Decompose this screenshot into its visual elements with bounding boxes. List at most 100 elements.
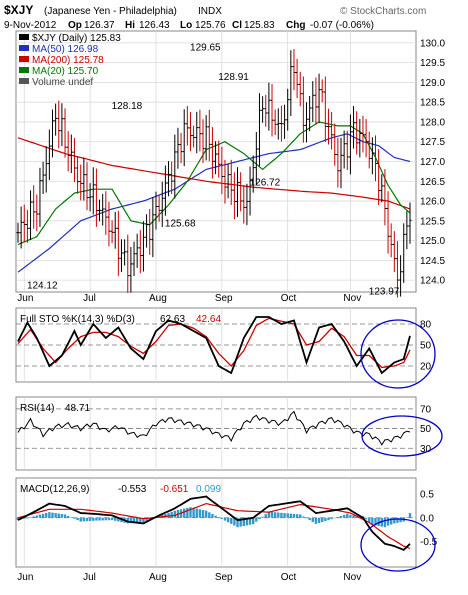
macd-histogram-bar [374,517,377,526]
macd-histogram-bar [264,514,267,518]
sto-k-line [17,316,411,375]
macd-histogram-bar [252,517,255,525]
macd-histogram-bar [51,512,54,518]
macd-histogram-bar [189,507,192,518]
macd-histogram-bar [198,509,202,518]
price-tick-label: 126.5 [420,177,445,188]
legend-price: $XJY (Daily) 125.83 [32,33,121,44]
high-label: Hi [125,20,135,31]
macd-histogram-bar [63,514,67,518]
macd-histogram-bar [214,515,217,518]
x-month-label: Jun [17,572,33,583]
macd-histogram-bar [76,517,79,521]
macd-histogram-bar [242,517,245,526]
exchange: INDX [198,6,222,17]
macd-histogram-bar [32,516,35,518]
open-label: Op [68,20,82,31]
macd-histogram-bar [267,511,271,518]
price-tick-label: 125.5 [420,216,445,227]
macd-histogram-bar [393,517,396,524]
legend-swatch-price [19,34,29,40]
sto-d-line [17,317,411,369]
macd-histogram-bar [186,507,189,518]
macd-histogram-bar [289,513,293,518]
macd-histogram-bar [48,512,51,518]
macd-histogram-bar [317,517,321,523]
x-month-label: Aug [149,572,167,583]
macd-tick-label: 0.0 [420,513,434,524]
x-month-label-price: Sep [215,293,233,304]
macd-histogram-bar [280,512,283,518]
macd-histogram-bar [114,517,117,521]
legend-ma50: MA(50) 126.98 [32,44,99,55]
rsi-tick-label: 30 [420,444,432,455]
price-tick-label: 130.0 [420,38,445,49]
legend-swatch-volume [19,78,29,84]
rsi-title: RSI(14) [20,403,54,414]
x-month-label-price: Oct [281,293,297,304]
x-month-label: Oct [281,572,297,583]
macd-histogram-bar [66,515,70,518]
macd-histogram-bar [295,514,299,518]
price-annotation: 128.91 [218,72,249,83]
legend-ma20: MA(20) 125.70 [32,66,99,77]
close-value: 125.83 [244,20,275,31]
macd-histogram-bar [349,514,352,518]
price-tick-label: 124.0 [420,276,445,287]
macd-histogram-bar [23,517,26,519]
macd-histogram-bar [82,517,86,522]
macd-histogram-bar [41,513,45,518]
macd-histogram-bar [220,517,224,519]
macd-histogram-bar [405,517,409,518]
macd-histogram-bar [85,517,89,522]
price-tick-label: 126.0 [420,197,445,208]
annotation-circle-rsi [361,415,443,457]
macd-histogram-bar [142,517,145,523]
price-tick-label: 129.5 [420,58,445,69]
macd-histogram-bar [377,517,380,527]
x-month-label-price: Jul [83,293,96,304]
macd-histogram-bar [88,517,92,521]
macd-histogram-bar [408,513,412,518]
macd-histogram-bar [292,513,296,518]
macd-histogram-bar [308,517,311,521]
macd-histogram-bar [173,510,176,518]
macd-histogram-bar [320,517,324,523]
macd-histogram-bar [346,513,349,518]
macd-histogram-bar [79,517,82,522]
x-month-label: Nov [343,572,361,583]
x-month-label-price: Nov [343,293,361,304]
macd-histogram-bar [283,513,286,518]
rsi-tick-label: 50 [420,424,432,435]
macd-histogram-bar [383,517,387,528]
macd-histogram-bar [54,513,57,518]
macd-tick-label: -0.5 [420,537,438,548]
sto-title: Full STO %K(14,3) %D(3) [20,314,135,325]
quote-date: 9-Nov-2012 [4,20,57,31]
macd-histogram-value: 0.099 [196,484,221,495]
macd-histogram-bar [38,514,42,518]
sto-tick-label: 80 [420,320,432,331]
x-month-label: Sep [215,572,233,583]
close-label: Cl [232,20,242,31]
high-value: 126.43 [139,20,170,31]
sto-d-value: 42.64 [196,314,221,325]
macd-histogram-bar [330,517,333,520]
macd-histogram-bar [101,517,104,521]
macd-histogram-bar [92,517,95,521]
symbol-description: (Japanese Yen - Philadelphia) [44,6,177,17]
macd-histogram-bar [248,517,252,525]
price-annotation: 125.68 [165,219,196,230]
macd-histogram-bar [286,513,289,518]
macd-histogram-bar [204,510,208,518]
macd-histogram-bar [364,517,368,520]
macd-signal-value: -0.651 [160,484,189,495]
macd-histogram-bar [135,517,139,523]
macd-histogram-bar [333,517,336,519]
macd-histogram-bar [211,514,214,518]
macd-histogram-bar [258,517,261,520]
macd-histogram-bar [70,517,73,518]
macd-histogram-bar [110,517,114,521]
